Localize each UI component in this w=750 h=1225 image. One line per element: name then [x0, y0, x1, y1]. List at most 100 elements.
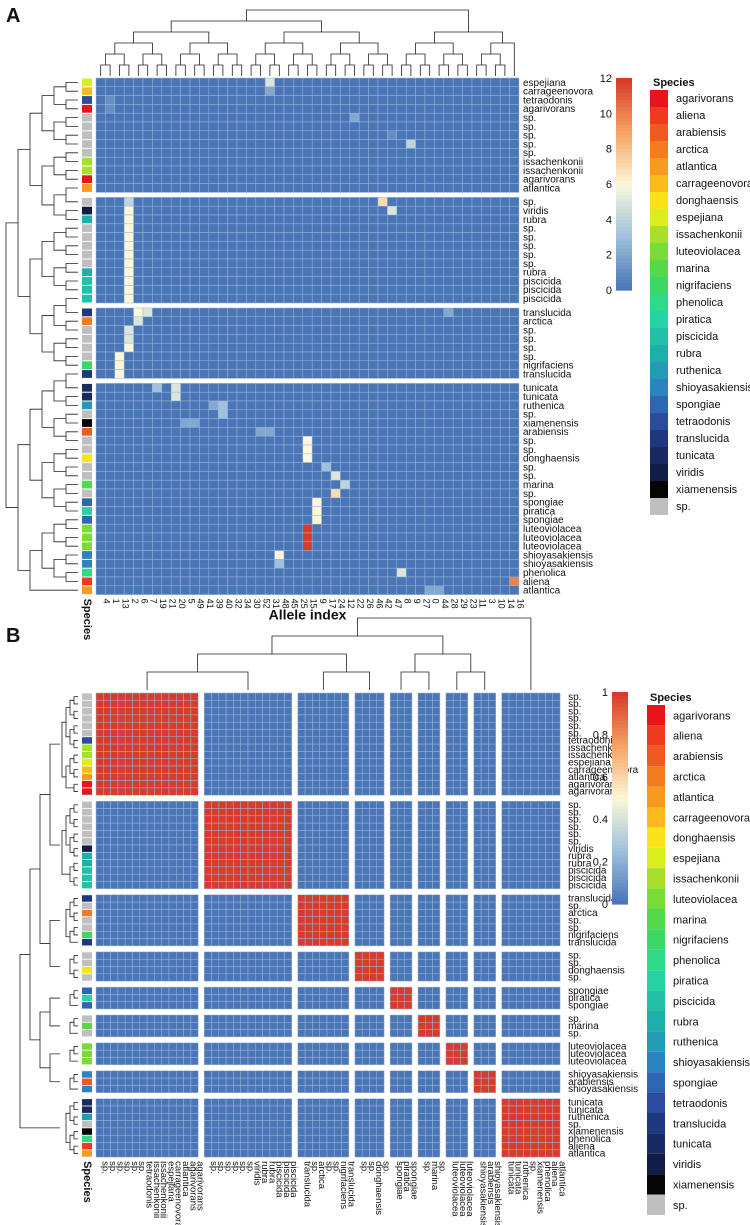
- heatmap-b-cell: [376, 844, 385, 853]
- heatmap-b-cell: [530, 951, 539, 960]
- heatmap-b-cell: [480, 721, 489, 730]
- heatmap-a-cell: [387, 351, 398, 362]
- row-label-b: sp.: [568, 951, 581, 962]
- heatmap-a-cell: [180, 267, 191, 277]
- heatmap-b-cell: [110, 808, 119, 817]
- heatmap-a-cell: [462, 276, 473, 286]
- heatmap-a-cell: [434, 267, 445, 277]
- heatmap-b-cell: [545, 866, 554, 875]
- heatmap-b-cell: [417, 951, 426, 960]
- heatmap-a-cell: [274, 383, 285, 393]
- heatmap-a-cell: [405, 130, 416, 140]
- heatmap-b-cell: [501, 729, 510, 738]
- heatmap-b-cell: [508, 938, 517, 947]
- heatmap-a-cell: [330, 325, 341, 335]
- heatmap-a-cell: [443, 285, 454, 295]
- heatmap-b-cell: [501, 815, 510, 824]
- heatmap-a-cell: [152, 104, 163, 114]
- heatmap-a-cell: [133, 435, 144, 446]
- heatmap-a-cell: [387, 506, 398, 516]
- species-strip-a: [82, 140, 92, 148]
- heatmap-a-cell: [490, 400, 501, 411]
- heatmap-b-cell: [432, 852, 441, 860]
- heatmap-a-cell: [152, 559, 163, 569]
- heatmap-a-cell: [302, 293, 313, 304]
- heatmap-a-cell: [264, 479, 275, 490]
- heatmap-b-cell: [341, 938, 350, 947]
- heatmap-a-cell: [133, 214, 144, 225]
- heatmap-a-cell: [471, 104, 482, 114]
- colorbar-segment: [616, 219, 632, 224]
- heatmap-b-cell: [117, 881, 126, 890]
- heatmap-b-cell: [452, 837, 461, 846]
- heatmap-a-cell: [434, 369, 445, 379]
- heatmap-a-cell: [481, 139, 492, 149]
- heatmap-b-cell: [139, 758, 148, 767]
- heatmap-a-cell: [490, 241, 501, 251]
- heatmap-b-cell: [552, 707, 561, 716]
- heatmap-a-cell: [377, 550, 388, 560]
- heatmap-b-cell: [269, 765, 278, 774]
- heatmap-a-cell: [509, 369, 520, 379]
- heatmap-b-cell: [460, 830, 469, 838]
- heatmap-a-cell: [293, 550, 304, 560]
- heatmap-a-cell: [274, 559, 285, 569]
- heatmap-a-cell: [114, 515, 125, 525]
- heatmap-a-cell: [152, 130, 163, 140]
- heatmap-a-cell: [283, 95, 294, 105]
- heatmap-a-cell: [152, 276, 163, 286]
- heatmap-a-cell: [452, 241, 463, 251]
- heatmap-a-cell: [255, 139, 266, 149]
- heatmap-a-cell: [217, 453, 228, 463]
- heatmap-a-cell: [424, 576, 435, 587]
- heatmap-b-cell: [168, 916, 177, 925]
- heatmap-a-cell: [415, 506, 426, 516]
- heatmap-b-cell: [341, 958, 350, 967]
- heatmap-a-cell: [396, 585, 407, 595]
- heatmap-b-cell: [218, 815, 227, 824]
- heatmap-a-cell: [293, 523, 304, 534]
- heatmap-a-cell: [114, 267, 125, 277]
- heatmap-b-cell: [176, 787, 184, 796]
- heatmap-a-cell: [424, 214, 435, 225]
- heatmap-a-cell: [452, 541, 463, 551]
- heatmap-b-cell: [389, 765, 398, 774]
- heatmap-b-cell: [369, 844, 378, 853]
- heatmap-a-cell: [499, 139, 510, 149]
- heatmap-b-cell: [284, 866, 293, 875]
- heatmap-a-cell: [255, 112, 266, 123]
- heatmap-a-cell: [180, 325, 191, 335]
- heatmap-b-cell: [369, 751, 378, 759]
- heatmap-a-cell: [105, 249, 116, 260]
- heatmap-a-cell: [180, 342, 191, 353]
- heatmap-a-cell: [424, 550, 435, 560]
- heatmap-a-cell: [246, 523, 257, 534]
- heatmap-a-cell: [208, 462, 219, 472]
- heatmap-b-cell: [473, 901, 482, 910]
- heatmap-a-cell: [293, 285, 304, 295]
- heatmap-a-cell: [349, 400, 360, 411]
- heatmap-a-cell: [217, 316, 228, 326]
- heatmap-b-cell: [154, 852, 162, 860]
- heatmap-b-cell: [276, 700, 285, 708]
- heatmap-a-cell: [321, 400, 332, 411]
- heatmap-a-cell: [199, 86, 210, 96]
- heatmap-a-cell: [274, 427, 285, 437]
- heatmap-a-cell: [161, 205, 172, 216]
- heatmap-a-cell: [321, 418, 332, 428]
- heatmap-b-cell: [103, 692, 111, 701]
- heatmap-a-cell: [424, 165, 435, 176]
- heatmap-b-cell: [304, 916, 313, 925]
- heatmap-a-cell: [377, 86, 388, 96]
- colorbar-segment: [616, 237, 632, 242]
- heatmap-a-cell: [199, 576, 210, 587]
- heatmap-b-cell: [530, 765, 539, 774]
- heatmap-a-cell: [255, 360, 266, 370]
- heatmap-a-cell: [189, 130, 200, 140]
- heatmap-a-cell: [199, 183, 210, 193]
- heatmap-b-cell: [417, 736, 426, 745]
- heatmap-a-cell: [443, 471, 454, 481]
- heatmap-a-cell: [161, 391, 172, 402]
- row-label-b: sp.: [568, 916, 581, 927]
- heatmap-a-cell: [424, 183, 435, 193]
